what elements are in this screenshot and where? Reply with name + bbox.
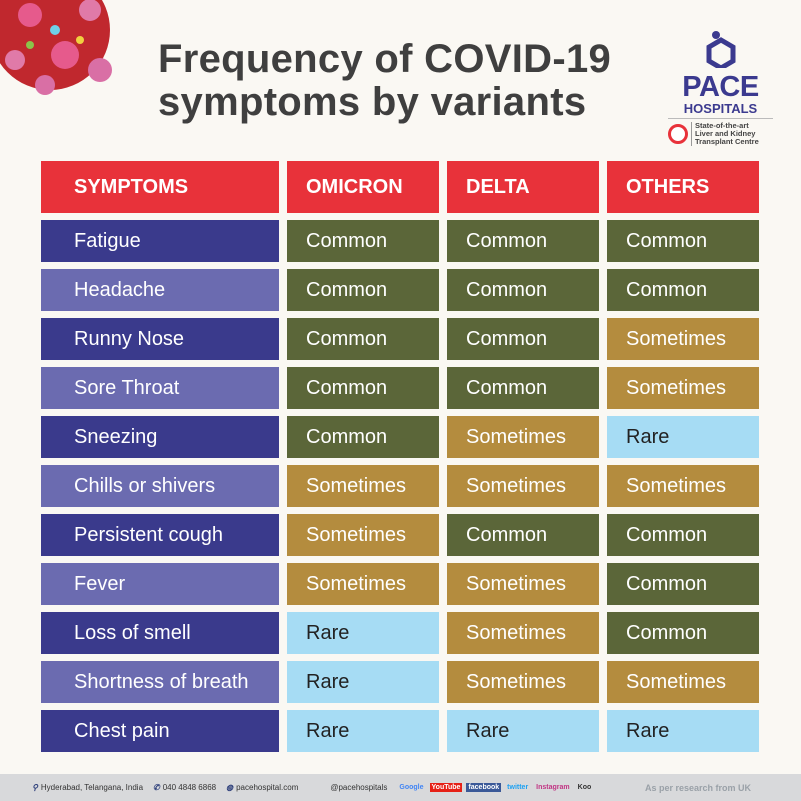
frequency-cell-omicron: Sometimes xyxy=(287,514,439,556)
symptom-cell: Headache xyxy=(41,269,279,311)
frequency-cell-others: Common xyxy=(607,269,759,311)
logo-name: PACE xyxy=(682,71,759,103)
column-header-delta: DELTA xyxy=(447,161,599,213)
frequency-cell-delta: Common xyxy=(447,367,599,409)
frequency-cell-omicron: Common xyxy=(287,269,439,311)
frequency-cell-omicron: Rare xyxy=(287,661,439,703)
logo-tagline: State-of-the-art Liver and Kidney Transpla… xyxy=(691,122,759,146)
symptom-cell: Chest pain xyxy=(41,710,279,752)
frequency-cell-omicron: Common xyxy=(287,220,439,262)
facebook-link[interactable]: facebook xyxy=(466,783,502,792)
column-header-symptoms: SYMPTOMS xyxy=(41,161,279,213)
seal-icon xyxy=(668,124,688,144)
koo-link[interactable]: Koo xyxy=(577,784,592,791)
frequency-cell-others: Common xyxy=(607,612,759,654)
frequency-cell-omicron: Sometimes xyxy=(287,563,439,605)
frequency-cell-delta: Sometimes xyxy=(447,661,599,703)
symptom-cell: Fever xyxy=(41,563,279,605)
symptom-cell: Chills or shivers xyxy=(41,465,279,507)
footer-phone: ✆ 040 4848 6868 xyxy=(153,783,217,792)
frequency-cell-delta: Sometimes xyxy=(447,416,599,458)
frequency-cell-others: Common xyxy=(607,514,759,556)
frequency-cell-delta: Common xyxy=(447,269,599,311)
footer-location: ⚲ Hyderabad, Telangana, India xyxy=(32,783,144,792)
twitter-link[interactable]: twitter xyxy=(507,784,529,791)
pace-hospitals-logo: PACE HOSPITALS State-of-the-art Liver and… xyxy=(668,30,773,146)
symptom-cell: Shortness of breath xyxy=(41,661,279,703)
frequency-cell-others: Rare xyxy=(607,416,759,458)
frequency-cell-others: Sometimes xyxy=(607,318,759,360)
frequency-cell-delta: Sometimes xyxy=(447,612,599,654)
frequency-cell-omicron: Rare xyxy=(287,710,439,752)
pace-logo-icon xyxy=(706,31,735,71)
symptom-cell: Sore Throat xyxy=(41,367,279,409)
frequency-cell-delta: Sometimes xyxy=(447,465,599,507)
frequency-cell-omicron: Rare xyxy=(287,612,439,654)
instagram-link[interactable]: Instagram xyxy=(536,784,570,791)
symptom-cell: Runny Nose xyxy=(41,318,279,360)
page-title: Frequency of COVID-19 symptoms by varian… xyxy=(158,38,611,124)
google-link[interactable]: Google xyxy=(399,784,424,791)
globe-icon: ◍ xyxy=(226,783,234,792)
location-pin-icon: ⚲ xyxy=(32,783,38,792)
frequency-cell-others: Common xyxy=(607,220,759,262)
frequency-cell-others: Sometimes xyxy=(607,465,759,507)
symptom-cell: Sneezing xyxy=(41,416,279,458)
symptom-cell: Loss of smell xyxy=(41,612,279,654)
frequency-cell-omicron: Common xyxy=(287,367,439,409)
phone-icon: ✆ xyxy=(153,783,160,792)
frequency-cell-others: Sometimes xyxy=(607,661,759,703)
frequency-cell-delta: Common xyxy=(447,220,599,262)
symptom-cell: Fatigue xyxy=(41,220,279,262)
frequency-cell-omicron: Common xyxy=(287,416,439,458)
footer-website[interactable]: ◍ pacehospital.com xyxy=(226,783,299,792)
symptom-table: SYMPTOMS OMICRON DELTA OTHERS Fatigue Common C… xyxy=(41,161,761,752)
frequency-cell-delta: Rare xyxy=(447,710,599,752)
frequency-cell-others: Sometimes xyxy=(607,367,759,409)
frequency-cell-omicron: Sometimes xyxy=(287,465,439,507)
frequency-cell-delta: Common xyxy=(447,514,599,556)
youtube-link[interactable]: YouTube xyxy=(429,783,463,792)
frequency-cell-others: Rare xyxy=(607,710,759,752)
title-line-2: symptoms by variants xyxy=(158,80,587,124)
footer-handle: @pacehospitals xyxy=(330,783,388,792)
symptom-cell: Persistent cough xyxy=(41,514,279,556)
logo-sub: HOSPITALS xyxy=(668,101,773,119)
frequency-cell-delta: Sometimes xyxy=(447,563,599,605)
title-line-1: Frequency of COVID-19 xyxy=(158,37,612,81)
column-header-others: OTHERS xyxy=(607,161,759,213)
research-note: As per research from UK xyxy=(644,782,751,793)
virus-illustration xyxy=(0,0,112,95)
column-header-omicron: OMICRON xyxy=(287,161,439,213)
frequency-cell-delta: Common xyxy=(447,318,599,360)
frequency-cell-others: Common xyxy=(607,563,759,605)
footer: ⚲ Hyderabad, Telangana, India ✆ 040 4848 6… xyxy=(0,774,801,801)
frequency-cell-omicron: Common xyxy=(287,318,439,360)
